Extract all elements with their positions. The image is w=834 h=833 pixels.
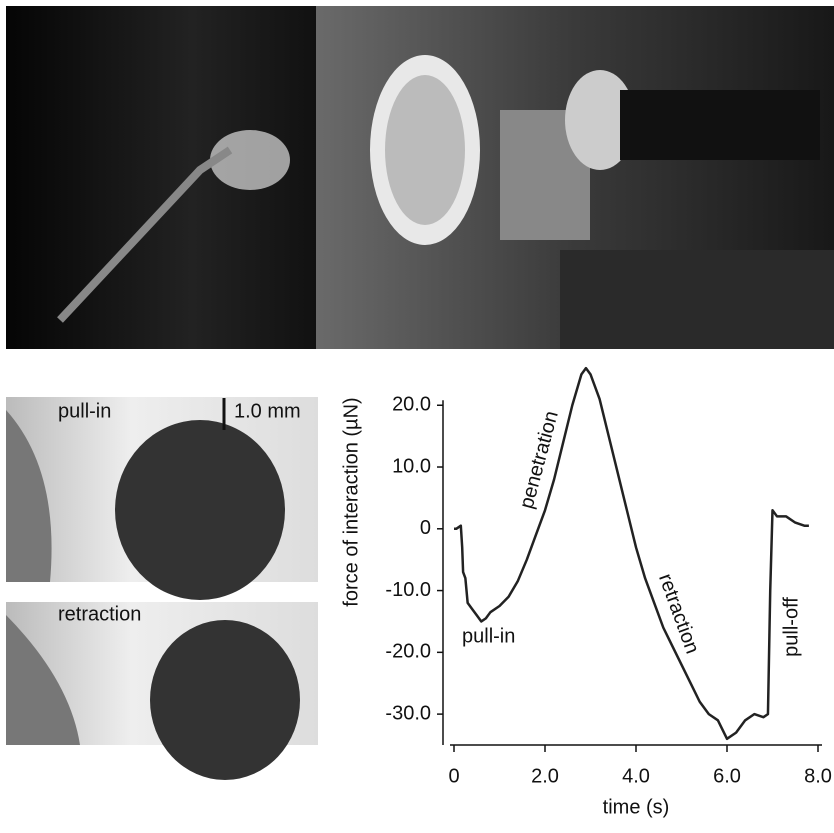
photo-fly-head	[115, 420, 285, 600]
photo-droplet	[6, 410, 52, 582]
annotation: retraction	[654, 571, 703, 657]
y-axis-label: force of interaction (µN)	[340, 397, 362, 606]
photo-glow	[210, 130, 290, 190]
data-line	[454, 366, 809, 741]
annotation: pull-off	[780, 597, 802, 657]
photo-label: pull-in	[58, 400, 111, 422]
photo-label: retraction	[58, 603, 141, 625]
y-tick-label: -10.0	[385, 579, 431, 601]
y-tick-label: 10.0	[392, 455, 431, 477]
x-tick-label: 0	[448, 765, 459, 787]
x-tick-label: 2.0	[531, 765, 559, 787]
photo-fly-body	[57, 146, 233, 323]
scale-bar-label: 1.0 mm	[234, 400, 301, 422]
x-tick-label: 8.0	[804, 765, 832, 787]
y-tick-label: 20.0	[392, 394, 431, 416]
y-tick-label: -30.0	[385, 702, 431, 724]
x-tick-label: 6.0	[713, 765, 741, 787]
annotation: penetration	[516, 409, 563, 511]
photo-base	[560, 250, 834, 349]
x-tick-label: 4.0	[622, 765, 650, 787]
photo-motor-wheel	[565, 70, 635, 170]
photo-wheel-inner	[385, 75, 465, 225]
y-tick-label: 0	[420, 517, 431, 539]
photo-motor	[620, 90, 820, 160]
y-tick-label: -20.0	[385, 641, 431, 663]
photo-fly-head	[150, 620, 300, 780]
annotation: pull-in	[462, 625, 515, 647]
x-axis-label: time (s)	[603, 796, 670, 818]
photo-droplet	[6, 615, 80, 745]
